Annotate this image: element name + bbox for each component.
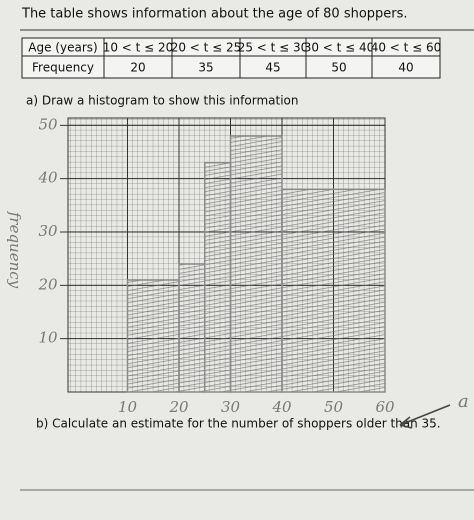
bar [126, 279, 180, 393]
x-tick-label: 20 [168, 398, 189, 416]
y-tick-label: 40 [37, 169, 58, 187]
table-text: 25 < t ≤ 30 [238, 41, 309, 55]
bar [229, 135, 283, 393]
bar [281, 188, 386, 393]
y-tick-label: 50 [38, 115, 58, 133]
x-tick-label: 60 [375, 398, 395, 416]
table-text: 10 < t ≤ 20 [103, 41, 174, 55]
y-tick-label: 10 [38, 329, 58, 347]
table-text: 30 < t ≤ 40 [304, 41, 375, 55]
histogram: 10 20 30 40 50 10 20 30 40 50 60 [37, 115, 395, 416]
table-text: 40 [398, 61, 413, 75]
y-tick-label: 30 [38, 222, 58, 240]
title: The table shows information about the ag… [21, 7, 408, 22]
table-text: Age (years) [28, 41, 97, 55]
table-text: 20 < t ≤ 25 [171, 41, 242, 55]
table-text: 35 [198, 61, 213, 75]
arrow [399, 404, 451, 429]
bar [178, 263, 206, 393]
table-text: Frequency [32, 61, 94, 75]
table-cell [371, 55, 441, 79]
table-text: 50 [331, 61, 346, 75]
question: a) Draw a histogram to show this informa… [26, 94, 298, 108]
x-tick-label: 40 [271, 398, 292, 416]
x-tick-label: 30 [221, 398, 241, 416]
x-tick-label: 50 [324, 398, 344, 416]
table-text: 45 [265, 61, 280, 75]
x-tick-label: 10 [118, 398, 138, 416]
y-tick-label: 20 [37, 275, 58, 293]
question: b) Calculate an estimate for the number … [36, 417, 441, 431]
bar [204, 161, 232, 393]
y-axis-label: frequency [6, 211, 24, 289]
table-text: 40 < t ≤ 60 [371, 41, 442, 55]
annotation: a [458, 391, 469, 412]
table-text: 20 [130, 61, 145, 75]
